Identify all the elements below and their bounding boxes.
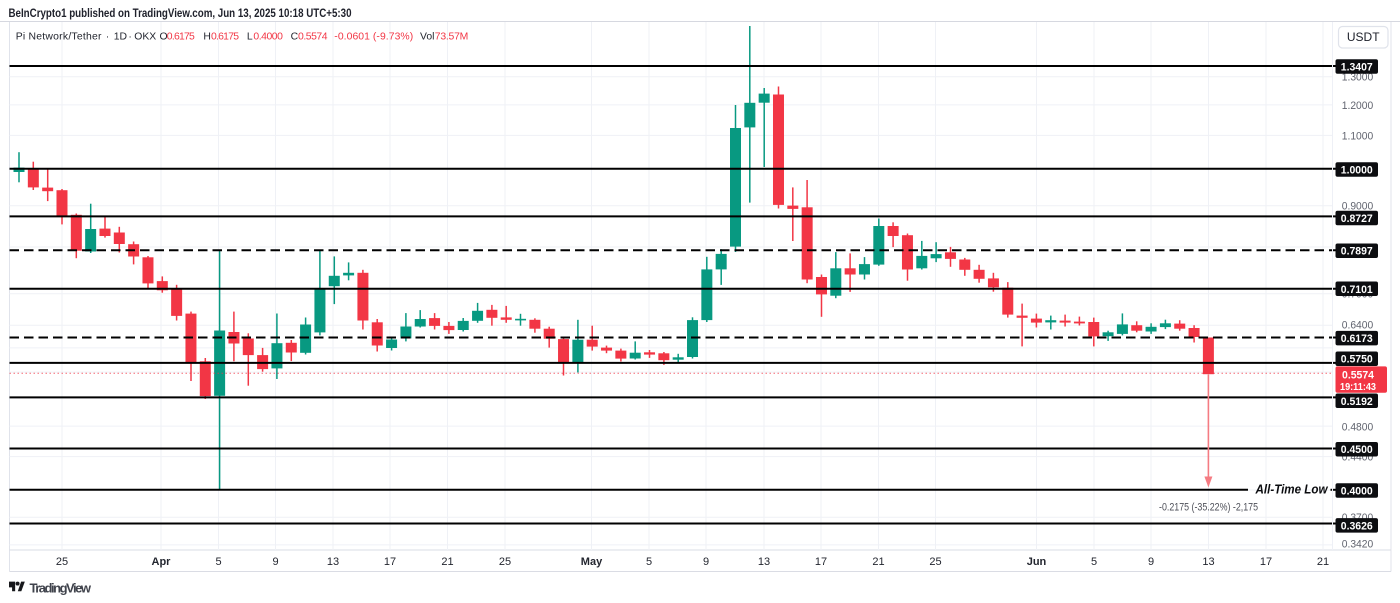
svg-text:0.9000: 0.9000 [1342, 201, 1374, 213]
svg-text:5: 5 [1091, 556, 1097, 568]
svg-text:0.6400: 0.6400 [1342, 319, 1374, 331]
svg-text:5: 5 [215, 556, 221, 568]
svg-text:17: 17 [815, 556, 827, 568]
svg-text:19:11:43: 19:11:43 [1340, 381, 1376, 393]
svg-text:5: 5 [646, 556, 652, 568]
svg-text:0.7897: 0.7897 [1341, 246, 1373, 258]
svg-text:1.0000: 1.0000 [1341, 165, 1373, 177]
svg-text:1.2000: 1.2000 [1342, 100, 1374, 112]
svg-text:All-Time Low: All-Time Low [1255, 481, 1329, 496]
svg-text:21: 21 [1317, 556, 1329, 568]
svg-text:0.3626: 0.3626 [1341, 520, 1373, 532]
svg-text:0.8727: 0.8727 [1341, 213, 1373, 225]
svg-text:May: May [581, 556, 603, 568]
svg-text:21: 21 [872, 556, 884, 568]
svg-text:25: 25 [499, 556, 511, 568]
svg-text:-0.2175 (-35.22%) -2,175: -0.2175 (-35.22%) -2,175 [1159, 502, 1258, 514]
svg-text:0.3420: 0.3420 [1342, 539, 1374, 551]
svg-text:13: 13 [758, 556, 770, 568]
svg-text:0.5192: 0.5192 [1341, 396, 1373, 408]
svg-text:Apr: Apr [152, 556, 172, 568]
svg-text:BeInCrypto1 published on Tradi: BeInCrypto1 published on TradingView.com… [9, 6, 352, 20]
svg-text:0.4500: 0.4500 [1341, 444, 1373, 456]
svg-text:USDT: USDT [1347, 30, 1380, 44]
svg-text:0.7101: 0.7101 [1341, 284, 1373, 296]
svg-text:1.3000: 1.3000 [1342, 72, 1374, 84]
svg-text:0.6173: 0.6173 [1341, 333, 1373, 345]
svg-text:25: 25 [56, 556, 68, 568]
svg-text:13: 13 [1202, 556, 1214, 568]
svg-text:21: 21 [441, 556, 453, 568]
svg-text:1.3407: 1.3407 [1341, 62, 1373, 74]
svg-text:0.4000: 0.4000 [1341, 486, 1373, 498]
svg-text:0.5750: 0.5750 [1341, 354, 1373, 366]
svg-text:Jun: Jun [1027, 556, 1047, 568]
svg-text:17: 17 [1260, 556, 1272, 568]
svg-text:TradingView: TradingView [30, 581, 92, 596]
svg-text:13: 13 [327, 556, 339, 568]
svg-text:9: 9 [1148, 556, 1154, 568]
svg-text:9: 9 [272, 556, 278, 568]
svg-text:17: 17 [384, 556, 396, 568]
svg-text:0.4800: 0.4800 [1342, 421, 1374, 433]
svg-text:9: 9 [703, 556, 709, 568]
svg-text:25: 25 [929, 556, 941, 568]
svg-text:1.1000: 1.1000 [1342, 130, 1374, 142]
svg-text:0.5574: 0.5574 [1342, 370, 1375, 382]
